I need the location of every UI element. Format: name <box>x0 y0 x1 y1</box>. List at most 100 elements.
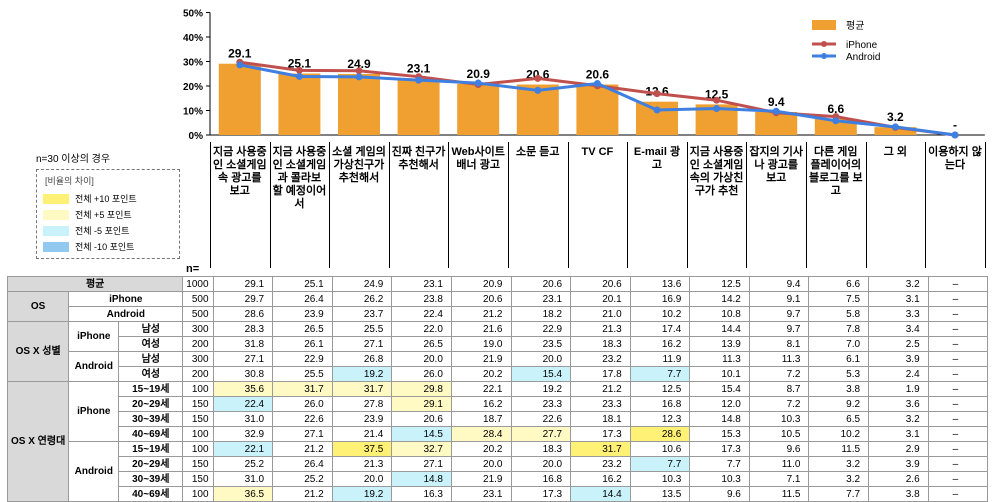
table-cell: – <box>927 306 989 322</box>
table-cell: 16.8 <box>510 471 572 487</box>
table-row: Android 남성 300 27.1 22.9 26.8 20.0 21.9 20.0 23.2… <box>8 351 989 382</box>
legend-swatch-marker <box>821 41 827 47</box>
table-cell: 20.2 <box>450 366 512 382</box>
table-cell: 3.8 <box>808 381 870 397</box>
table-cell: 24.9 <box>331 276 393 292</box>
subgroup-label: Android <box>68 441 120 502</box>
bar-data-label: 24.9 <box>347 57 371 71</box>
row-label: 남성 <box>118 351 184 367</box>
category-divider <box>925 142 927 268</box>
bar-data-label: 23.1 <box>407 61 431 75</box>
table-cell: 19.2 <box>510 381 572 397</box>
category-label: 지금 사용중인 소셜게임 속의 가상친구가 추천 <box>689 146 744 197</box>
table-cell: 10.5 <box>748 426 810 442</box>
series-point <box>713 96 721 104</box>
sample-size: 1000 <box>182 276 214 292</box>
series-point <box>772 107 780 115</box>
bar-data-label: 20.6 <box>586 68 610 82</box>
table-cell: 29.8 <box>391 381 452 397</box>
table-cell: 14.5 <box>391 426 452 442</box>
table-cell: 16.9 <box>629 291 691 307</box>
legend-label: iPhone <box>846 40 878 51</box>
legend-label: 전체 -10 포인트 <box>75 242 135 252</box>
category-divider <box>269 142 271 268</box>
table-cell: 3.4 <box>868 321 929 337</box>
table-cell: 18.2 <box>510 306 572 322</box>
table-cell: 36.5 <box>212 486 274 502</box>
table-cell: 14.4 <box>689 321 750 337</box>
table-cell: 18.7 <box>450 411 512 427</box>
sample-size: 100 <box>182 426 214 442</box>
table-cell: 29.1 <box>391 396 452 412</box>
table-cell: 21.4 <box>331 426 393 442</box>
table-cell: 16.3 <box>391 486 452 502</box>
series-point <box>534 74 542 82</box>
table-cell: 25.1 <box>272 276 333 292</box>
table-cell: 16.8 <box>629 396 691 412</box>
table-cell: 10.2 <box>808 426 870 442</box>
table-cell: 15.3 <box>689 426 750 442</box>
table-cell: 11.5 <box>808 441 870 457</box>
table-cell: 2.6 <box>868 471 929 487</box>
table-cell: 3.1 <box>868 426 929 442</box>
group-label: OS X 연령대 <box>6 381 70 502</box>
row-label: 20~29세 <box>118 456 184 472</box>
table-cell: 22.4 <box>212 396 274 412</box>
category-divider <box>865 142 867 268</box>
table-row: 30~39세 150 31.0 25.2 20.0 14.8 21.9 16.8 16.2 10.… <box>8 471 989 487</box>
bar-data-label: 25.1 <box>288 57 312 71</box>
table-cell: 23.2 <box>570 456 631 472</box>
table-cell: 20.6 <box>391 411 452 427</box>
table-cell: 6.5 <box>808 411 870 427</box>
table-cell: 16.2 <box>450 396 512 412</box>
row-label: 여성 <box>118 336 184 352</box>
table-cell: 14.8 <box>689 411 750 427</box>
table-cell: – <box>927 381 989 397</box>
row-label: 30~39세 <box>118 411 184 427</box>
table-cell: 19.0 <box>450 336 512 352</box>
legend-swatch <box>43 193 69 204</box>
table-cell: 23.7 <box>331 306 393 322</box>
bar <box>397 78 440 135</box>
table-cell: 26.0 <box>272 396 333 412</box>
legend-label: 전체 +5 포인트 <box>75 210 132 220</box>
table-cell: 18.3 <box>510 441 572 457</box>
table-cell: 7.5 <box>808 291 870 307</box>
table-row: 여성 200 31.8 26.1 27.1 26.5 19.0 23.5 18.3 16.2 13.… <box>8 336 989 352</box>
sample-size: 150 <box>182 396 214 412</box>
table-cell: 26.5 <box>272 321 333 337</box>
difference-legend-title: [비율의 차이] <box>45 176 94 186</box>
table-cell: 18.3 <box>570 336 631 352</box>
sample-size: 150 <box>182 471 214 487</box>
table-cell: 7.1 <box>748 471 810 487</box>
row-label: 남성 <box>118 321 184 337</box>
category-divider <box>686 142 688 268</box>
bar <box>338 73 380 135</box>
bar-data-label: 3.2 <box>887 110 904 124</box>
table-cell: 28.6 <box>629 426 691 442</box>
table-cell: 29.1 <box>212 276 274 292</box>
row-label: 30~39세 <box>118 471 184 487</box>
table-cell: 8.1 <box>748 336 810 352</box>
table-cell: 21.6 <box>450 321 512 337</box>
group-label: OS X 성별 <box>6 321 70 382</box>
table-cell: 16.2 <box>570 471 631 487</box>
legend-swatch-bar <box>812 20 836 30</box>
table-cell: 15.4 <box>510 366 572 382</box>
table-cell: 6.6 <box>808 276 870 292</box>
table-cell: 10.1 <box>689 366 750 382</box>
table-cell: – <box>927 471 989 487</box>
table-cell: 22.9 <box>510 321 572 337</box>
table-cell: 3.2 <box>868 276 929 292</box>
category-divider <box>806 142 807 268</box>
table-cell: 3.6 <box>868 396 929 412</box>
sample-size: 100 <box>182 486 214 502</box>
table-cell: 10.8 <box>689 306 750 322</box>
category-label: Web사이트 배너 광고 <box>451 146 505 171</box>
table-cell: 7.2 <box>748 396 810 412</box>
category-label: 지금 사용중인 소셜게임과 콜라보 할 예정이어서 <box>272 146 327 210</box>
table-cell: 22.1 <box>450 381 512 397</box>
table-cell: – <box>927 291 989 307</box>
table-cell: – <box>927 486 989 502</box>
sample-size: 100 <box>182 441 214 457</box>
